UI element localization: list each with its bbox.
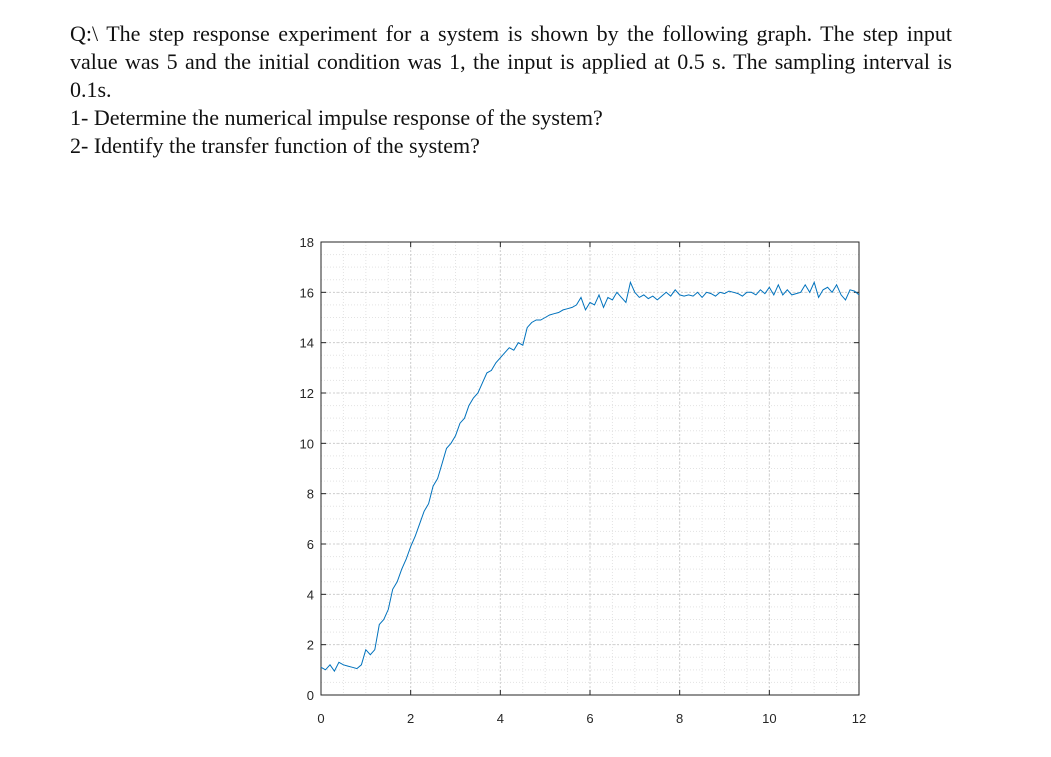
y-tick-label: 16 bbox=[300, 285, 314, 300]
x-tick-label: 0 bbox=[317, 711, 324, 726]
x-tick-label: 6 bbox=[586, 711, 593, 726]
tick-labels: 0 2 4 6 8 10 12 0 2 4 6 8 10 12 14 16 18 bbox=[300, 235, 867, 726]
x-tick-label: 12 bbox=[852, 711, 866, 726]
x-tick-label: 8 bbox=[676, 711, 683, 726]
question-item-1: 1- Determine the numerical impulse respo… bbox=[70, 105, 603, 130]
series-line bbox=[320, 280, 860, 673]
y-tick-label: 12 bbox=[300, 386, 314, 401]
x-tick-label: 4 bbox=[497, 711, 504, 726]
y-tick-label: 6 bbox=[307, 537, 314, 552]
y-tick-label: 0 bbox=[307, 688, 314, 703]
y-tick-label: 8 bbox=[307, 487, 314, 502]
x-tick-label: 2 bbox=[407, 711, 414, 726]
question-text: Q:\ The step response experiment for a s… bbox=[70, 20, 952, 160]
x-tick-label: 10 bbox=[762, 711, 776, 726]
y-tick-label: 14 bbox=[300, 336, 314, 351]
y-tick-label: 10 bbox=[300, 436, 314, 451]
y-tick-label: 18 bbox=[300, 235, 314, 250]
question-paragraph: Q:\ The step response experiment for a s… bbox=[70, 21, 952, 102]
y-tick-label: 2 bbox=[307, 638, 314, 653]
chart-grid bbox=[320, 241, 860, 696]
question-item-2: 2- Identify the transfer function of the… bbox=[70, 133, 480, 158]
axis-ticks bbox=[320, 241, 860, 696]
y-tick-label: 4 bbox=[307, 587, 314, 602]
